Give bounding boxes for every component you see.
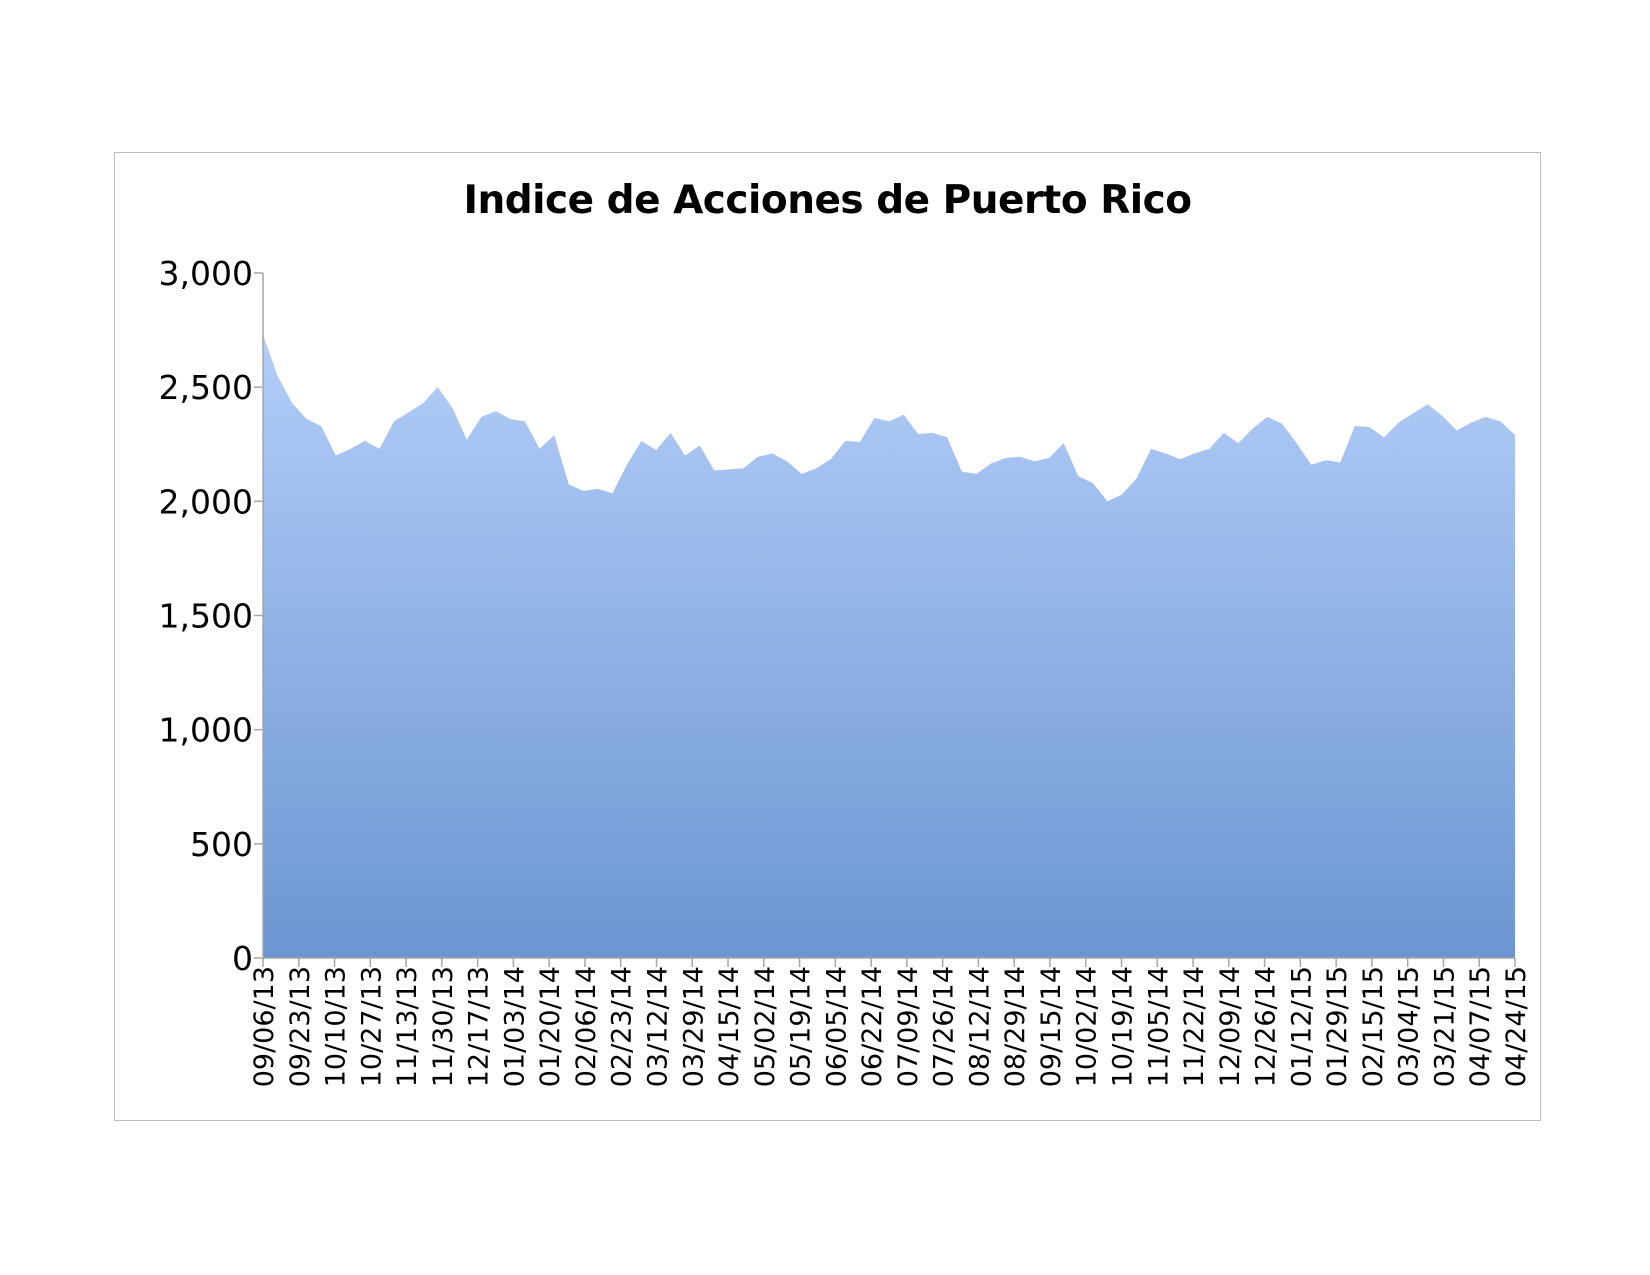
y-tick-label: 2,000 xyxy=(159,482,253,521)
x-tick-label: 12/09/14 xyxy=(1215,966,1246,1087)
x-tick-label: 09/15/14 xyxy=(1036,966,1067,1087)
x-tick-label: 01/29/15 xyxy=(1322,966,1353,1087)
y-tick-label: 2,500 xyxy=(159,368,253,407)
x-tick-label: 10/27/13 xyxy=(356,966,387,1087)
y-tick-label: 500 xyxy=(190,825,253,864)
x-tick-label: 06/05/14 xyxy=(821,966,852,1087)
x-tick-label: 03/29/14 xyxy=(678,966,709,1087)
x-tick-label: 01/20/14 xyxy=(535,966,566,1087)
x-tick-label: 12/26/14 xyxy=(1251,966,1282,1087)
y-tick-label: 0 xyxy=(232,939,253,978)
x-tick-label: 04/07/15 xyxy=(1465,966,1496,1087)
x-tick-label: 09/23/13 xyxy=(285,966,316,1087)
x-tick-label: 02/15/15 xyxy=(1358,966,1389,1087)
x-tick-label: 11/05/14 xyxy=(1143,966,1174,1087)
x-tick-label: 01/03/14 xyxy=(499,966,530,1087)
x-tick-label: 10/10/13 xyxy=(321,966,352,1087)
x-tick-label: 01/12/15 xyxy=(1286,966,1317,1087)
x-tick-label: 11/22/14 xyxy=(1179,966,1210,1087)
x-tick-label: 07/09/14 xyxy=(893,966,924,1087)
y-tick-label: 1,500 xyxy=(159,597,253,636)
x-tick-label: 11/30/13 xyxy=(428,966,459,1087)
x-tick-label: 08/12/14 xyxy=(964,966,995,1087)
y-tick-label: 1,000 xyxy=(159,711,253,750)
x-tick-label: 08/29/14 xyxy=(1000,966,1031,1087)
x-tick-label: 12/17/13 xyxy=(464,966,495,1087)
x-tick-label: 10/19/14 xyxy=(1108,966,1139,1087)
y-tick-label: 3,000 xyxy=(159,254,253,293)
series-area xyxy=(263,334,1515,958)
x-tick-label: 09/06/13 xyxy=(249,966,280,1087)
x-tick-label: 03/12/14 xyxy=(642,966,673,1087)
x-tick-label: 10/02/14 xyxy=(1072,966,1103,1087)
x-tick-label: 02/23/14 xyxy=(607,966,638,1087)
x-tick-label: 11/13/13 xyxy=(392,966,423,1087)
x-tick-label: 07/26/14 xyxy=(929,966,960,1087)
x-tick-label: 05/19/14 xyxy=(786,966,817,1087)
x-tick-label: 06/22/14 xyxy=(857,966,888,1087)
chart-title: Indice de Acciones de Puerto Rico xyxy=(463,178,1192,223)
x-tick-label: 04/24/15 xyxy=(1501,966,1532,1087)
x-tick-label: 04/15/14 xyxy=(714,966,745,1087)
x-tick-label: 05/02/14 xyxy=(750,966,781,1087)
x-tick-label: 03/21/15 xyxy=(1429,966,1460,1087)
x-tick-label: 03/04/15 xyxy=(1394,966,1425,1087)
x-tick-label: 02/06/14 xyxy=(571,966,602,1087)
